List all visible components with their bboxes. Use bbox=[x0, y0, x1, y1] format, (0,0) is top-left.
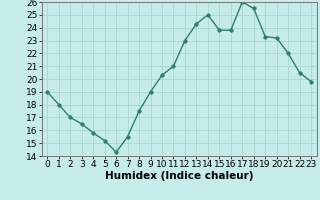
X-axis label: Humidex (Indice chaleur): Humidex (Indice chaleur) bbox=[105, 171, 253, 181]
